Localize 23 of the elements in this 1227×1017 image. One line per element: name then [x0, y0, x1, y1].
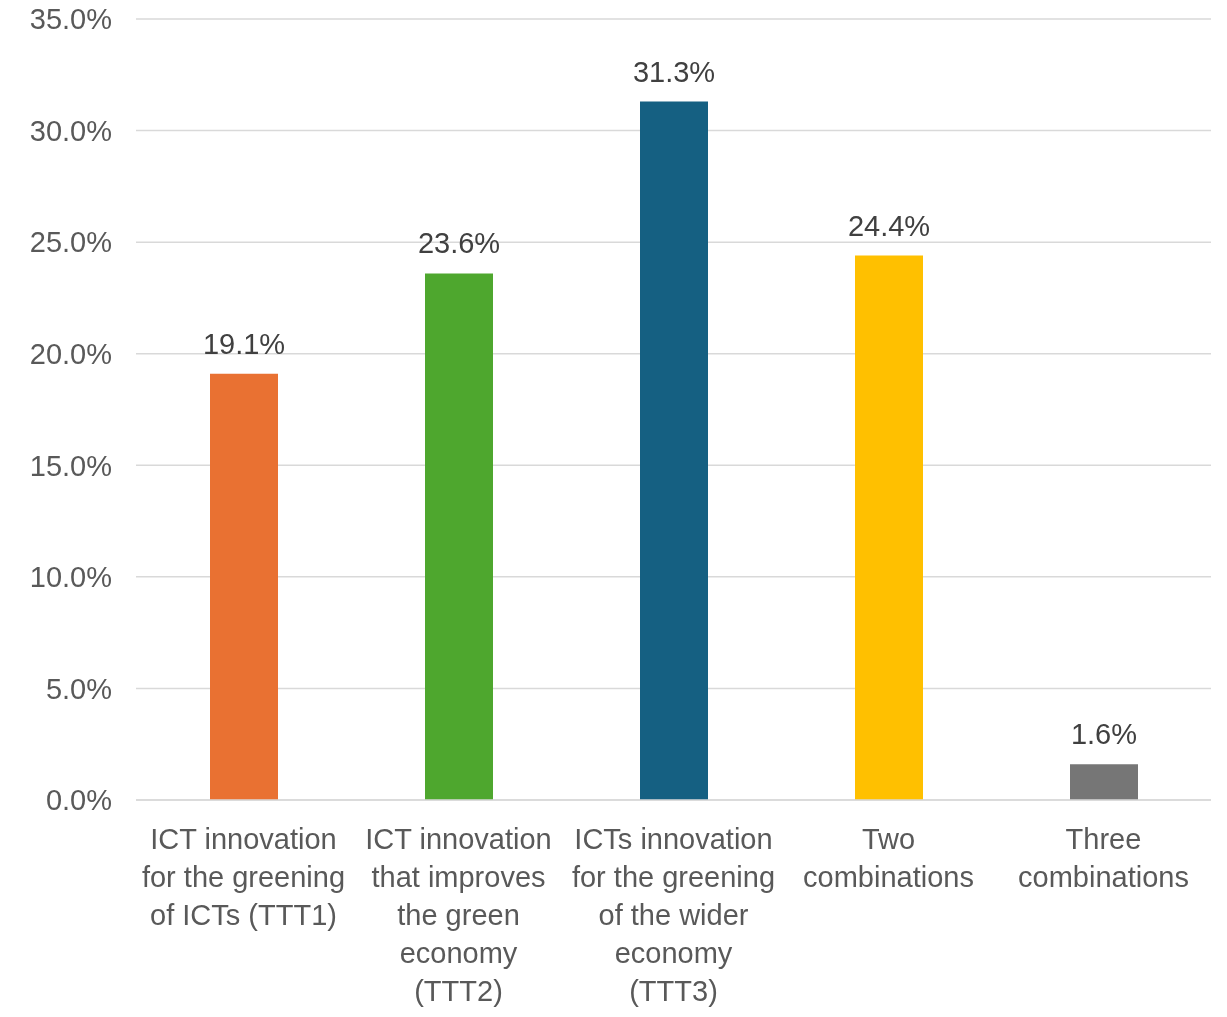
data-label: 19.1%	[202, 327, 286, 360]
data-label: 23.6%	[417, 227, 501, 260]
y-tick-label: 25.0%	[29, 226, 112, 259]
y-tick-label: 10.0%	[29, 561, 112, 594]
x-tick-label: Two combinations	[803, 823, 974, 894]
bar	[210, 373, 278, 800]
y-tick-label: 30.0%	[29, 114, 112, 147]
x-tick-label: ICTs innovation for the greening of the wider economy (TTT3)	[571, 823, 776, 1008]
bar	[855, 255, 923, 800]
y-tick-label: 35.0%	[29, 3, 112, 36]
x-tick-label: ICT innovation for the greening of ICTs (TTT1)	[141, 823, 346, 932]
y-tick-label: 20.0%	[29, 338, 112, 371]
x-tick-label: ICT innovation that improves the green economy (TTT2)	[365, 823, 552, 1008]
x-tick-label: Three combinations	[1018, 823, 1189, 894]
y-tick-label: 15.0%	[29, 449, 112, 482]
data-label: 24.4%	[847, 209, 931, 242]
data-label: 1.6%	[1070, 718, 1138, 751]
bar	[1070, 764, 1138, 800]
data-label: 31.3%	[632, 55, 716, 88]
bar	[640, 101, 708, 800]
y-tick-label: 0.0%	[45, 784, 112, 817]
y-tick-label: 5.0%	[45, 672, 112, 705]
bar	[425, 273, 493, 800]
